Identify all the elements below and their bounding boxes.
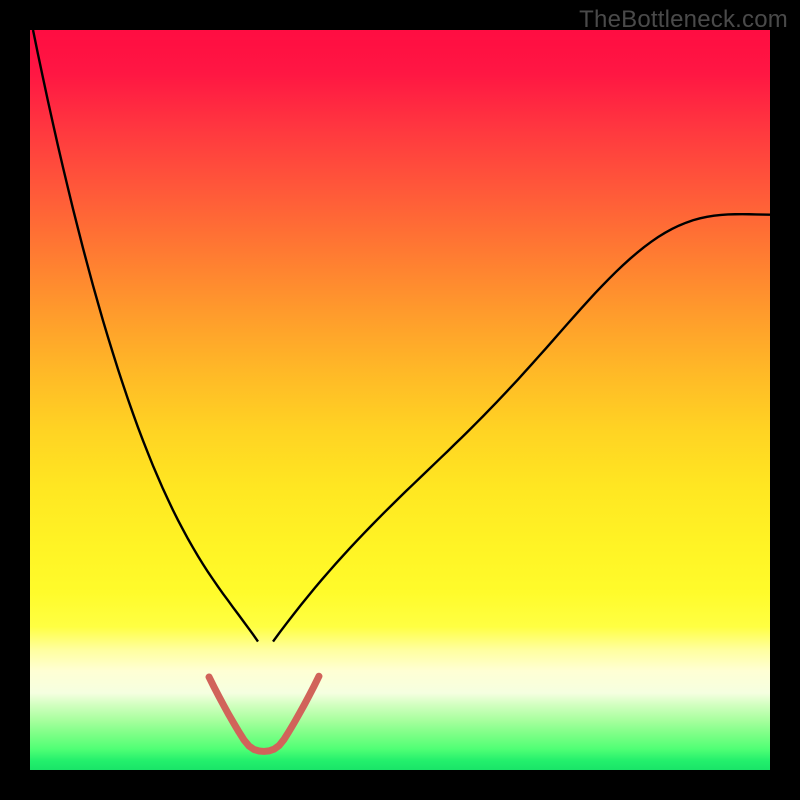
plot-background — [30, 30, 770, 770]
chart-svg — [0, 0, 800, 800]
watermark-text: TheBottleneck.com — [579, 6, 788, 34]
chart-container: TheBottleneck.com — [0, 0, 800, 800]
